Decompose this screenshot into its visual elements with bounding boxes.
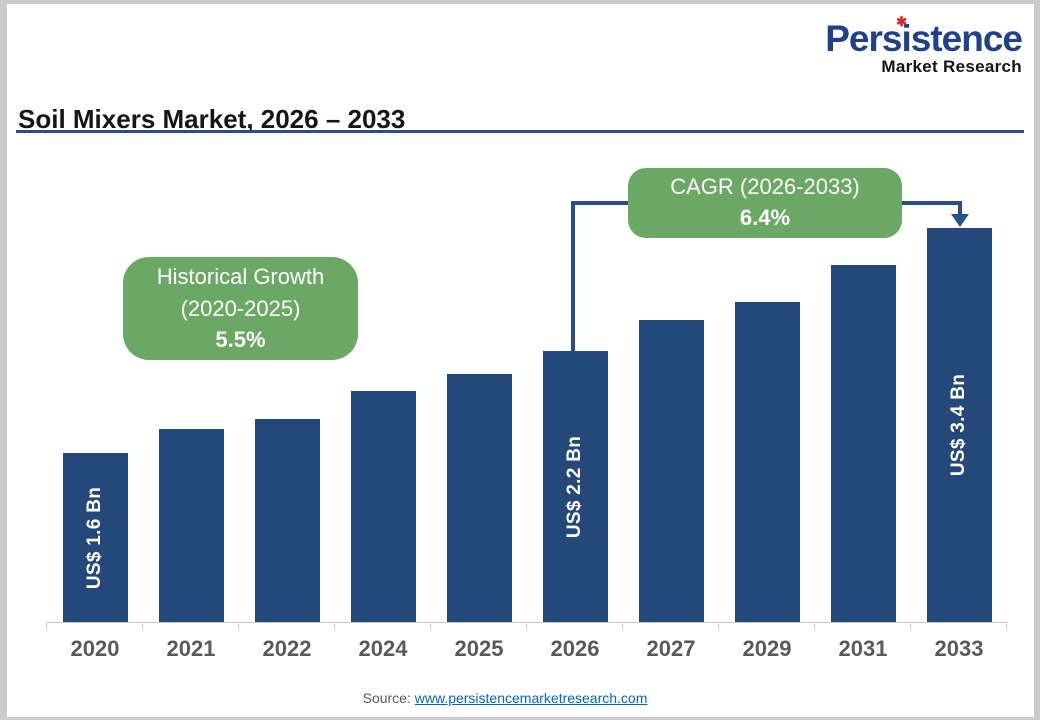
historical-growth-callout: Historical Growth (2020-2025) 5.5%	[123, 257, 358, 360]
page-title: Soil Mixers Market, 2026 – 2033	[18, 104, 406, 134]
cagr-connector-right-horizontal	[902, 201, 962, 205]
x-axis-tick	[334, 622, 335, 630]
bar-cell-2024	[335, 391, 431, 622]
bar-2031	[830, 265, 896, 622]
bar-2020: US$ 1.6 Bn	[62, 453, 128, 622]
logo-brand: Persistence ✱	[825, 15, 1023, 59]
historical-growth-line2: (2020-2025)	[180, 295, 301, 321]
x-axis-label-2022: 2022	[262, 636, 312, 661]
bar-2024	[350, 391, 416, 622]
bar-cell-2029	[719, 302, 815, 622]
x-axis-label-2031: 2031	[838, 636, 888, 661]
frame-edge-left	[0, 0, 7, 720]
x-axis-label-2029: 2029	[742, 636, 792, 661]
x-axis-tick	[46, 622, 47, 630]
bar-2027	[638, 320, 704, 622]
x-axis-label-2024: 2024	[358, 636, 408, 661]
historical-growth-value: 5.5%	[215, 327, 266, 353]
bar-cell-2022	[239, 419, 335, 622]
bar-cell-2025	[431, 374, 527, 622]
cagr-connector-left-horizontal	[571, 201, 628, 205]
x-axis-tick	[1006, 622, 1007, 630]
source-line: Source: www.persistencemarketresearch.co…	[0, 690, 1025, 706]
x-axis-tick	[814, 622, 815, 630]
bar-cell-2027	[623, 320, 719, 622]
bars-row: US$ 1.6 Bn US$ 2.2 Bn US$ 3.4 Bn	[47, 202, 1007, 622]
logo-star-icon: ✱	[896, 14, 907, 29]
cagr-callout-line1: CAGR (2026-2033)	[670, 174, 860, 200]
cagr-connector-right-vertical	[958, 201, 962, 216]
x-axis-label-2021: 2021	[166, 636, 216, 661]
bar-cell-2031	[815, 265, 911, 622]
x-axis-label-2033: 2033	[934, 636, 984, 661]
x-axis-tick	[622, 622, 623, 630]
x-axis-tick	[718, 622, 719, 630]
bar-value-label-2020: US$ 1.6 Bn	[84, 486, 105, 589]
cagr-connector-left-vertical	[571, 201, 575, 352]
title-underline	[16, 130, 1024, 133]
bar-2021	[158, 429, 224, 622]
bar-value-label-2033: US$ 3.4 Bn	[948, 373, 969, 477]
x-axis-labels: 2020 2021 2022 2024 2025 2026 2027 2029 2031 2033	[47, 636, 1007, 662]
logo-brand-text: Persistence	[825, 18, 1023, 59]
cagr-callout: CAGR (2026-2033) 6.4%	[628, 168, 902, 238]
arrow-down-icon	[951, 214, 969, 227]
bar-cell-2021	[143, 429, 239, 622]
bar-cell-2026: US$ 2.2 Bn	[527, 351, 623, 622]
frame-edge-top	[0, 0, 1040, 4]
bar-value-label-2026: US$ 2.2 Bn	[564, 435, 585, 538]
bar-2029	[734, 302, 800, 622]
x-axis-tick	[142, 622, 143, 630]
logo: Persistence ✱ Market Research	[825, 15, 1023, 76]
frame-edge-right	[1034, 0, 1040, 720]
x-axis-tick	[910, 622, 911, 630]
cagr-callout-value: 6.4%	[739, 205, 791, 230]
source-prefix: Source:	[362, 690, 415, 706]
x-axis-line	[46, 622, 1008, 630]
bar-cell-2033: US$ 3.4 Bn	[911, 228, 1007, 622]
x-axis-label-2026: 2026	[550, 636, 600, 661]
bar-2022	[254, 419, 320, 622]
logo-subtitle: Market Research	[881, 57, 1022, 76]
historical-growth-line1: Historical Growth	[156, 263, 325, 289]
source-link[interactable]: www.persistencemarketresearch.com	[414, 690, 648, 706]
x-axis-tick	[430, 622, 431, 630]
x-axis-tick	[238, 622, 239, 630]
x-axis-label-2025: 2025	[454, 636, 504, 661]
bar-2033: US$ 3.4 Bn	[926, 228, 992, 622]
frame-edge-bottom	[0, 717, 1040, 720]
bar-2026: US$ 2.2 Bn	[542, 351, 608, 622]
bar-2025	[446, 374, 512, 622]
x-axis-label-2020: 2020	[70, 636, 120, 661]
bar-cell-2020: US$ 1.6 Bn	[47, 453, 143, 622]
x-axis-label-2027: 2027	[646, 636, 696, 661]
x-axis-tick	[526, 622, 527, 630]
